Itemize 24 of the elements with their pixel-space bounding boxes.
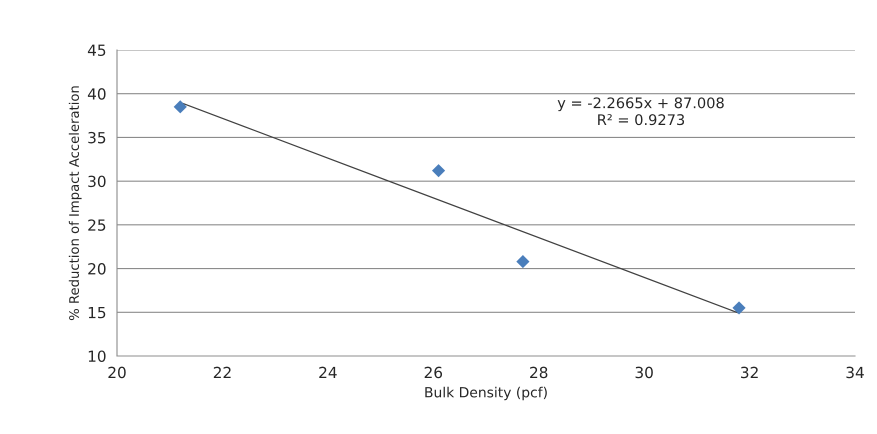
y-tick-label: 40: [88, 88, 106, 100]
y-tick-label: 45: [88, 44, 106, 56]
y-tick-label: 35: [88, 132, 106, 144]
x-tick-label: 28: [530, 366, 548, 378]
point: [174, 100, 187, 114]
y-tick-label: 25: [88, 219, 106, 231]
y-tick-label: 20: [88, 263, 106, 275]
x-tick-label: 22: [214, 366, 231, 378]
y-tick-label: 15: [88, 306, 106, 318]
x-tick-label: 32: [741, 366, 758, 378]
x-tick-label: 30: [636, 366, 653, 378]
y-axis-title: % Reduction of Impact Acceleration: [68, 86, 82, 320]
point: [432, 164, 446, 178]
annotation: R² = 0.9273: [598, 114, 684, 126]
x-axis-title: Bulk Density (pcf): [425, 386, 547, 400]
point: [516, 254, 530, 268]
y-tick-label: 30: [88, 176, 106, 188]
y-tick-label: 10: [88, 350, 106, 362]
x-tick-label: 26: [424, 366, 442, 378]
x-tick-label: 20: [108, 366, 126, 378]
annotation: y = -2.2665x + 87.008: [558, 97, 724, 112]
x-tick-label: 34: [846, 366, 864, 378]
x-tick-label: 24: [319, 366, 337, 378]
point: [732, 301, 746, 314]
